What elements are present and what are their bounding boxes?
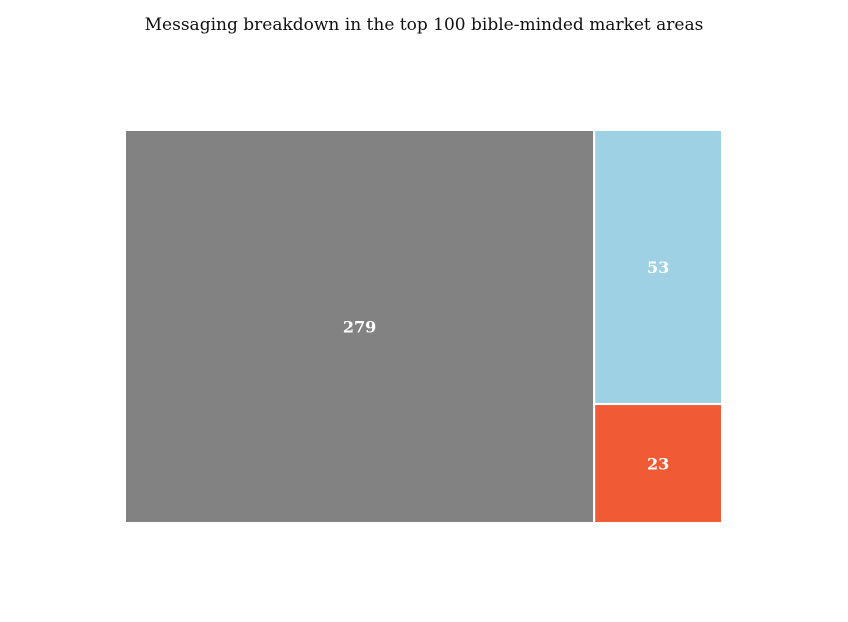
treemap-label-279: 279 (343, 318, 376, 337)
treemap-cells: 279 53 23 (124, 129, 723, 525)
chart-title: Messaging breakdown in the top 100 bible… (144, 15, 704, 35)
treemap-label-23: 23 (647, 455, 669, 474)
treemap-label-53: 53 (647, 258, 669, 277)
treemap-cell-23 (593, 403, 723, 525)
